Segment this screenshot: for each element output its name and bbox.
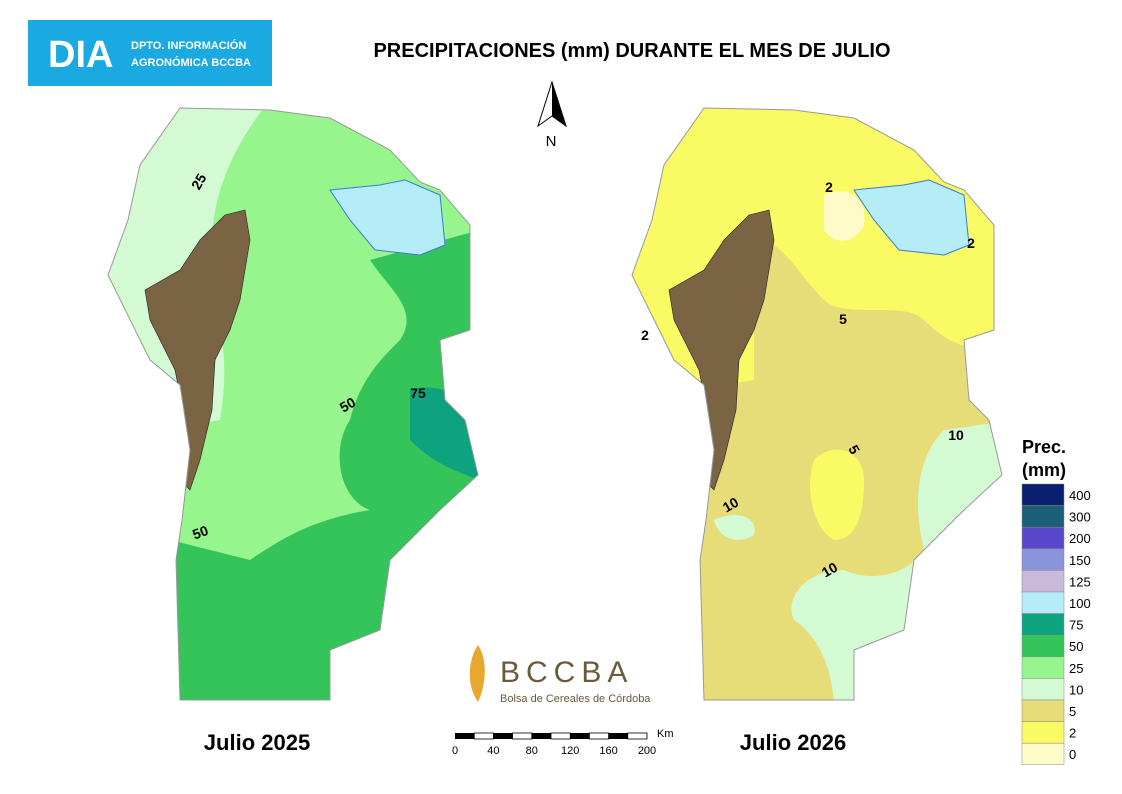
legend-label: 125 xyxy=(1069,574,1091,589)
legend-swatch xyxy=(1021,678,1065,701)
legend-swatch xyxy=(1021,505,1065,528)
contour-label: 5 xyxy=(839,311,847,327)
north-label: N xyxy=(546,133,557,150)
scale-tick-label: 200 xyxy=(638,745,656,757)
dia-logo-box xyxy=(28,20,272,86)
legend-swatch xyxy=(1021,656,1065,679)
department: AGRONÓMICA BCCBA xyxy=(131,56,251,69)
contour-label: 2 xyxy=(967,235,975,251)
legend-label: 5 xyxy=(1069,704,1076,719)
legend-swatch xyxy=(1021,483,1065,506)
legend-swatch xyxy=(1021,721,1065,744)
department: DPTO. INFORMACIÓN xyxy=(131,39,246,52)
contour-label: 50 xyxy=(190,522,210,542)
map-caption: Julio 2026 xyxy=(740,730,846,755)
legend-swatch xyxy=(1021,742,1065,766)
contour-label: 25 xyxy=(188,171,210,193)
legend-swatch xyxy=(1021,591,1065,614)
contour-label: 2 xyxy=(641,327,649,343)
logo-subtitle: Bolsa de Cereales de Córdoba xyxy=(500,693,651,705)
scale-segment xyxy=(531,733,551,739)
scale-segment xyxy=(493,733,513,739)
legend-label: 200 xyxy=(1069,531,1091,546)
legend-swatch xyxy=(1021,570,1065,593)
scale-segment xyxy=(512,732,533,740)
scale-segment xyxy=(455,733,475,739)
map-2025 xyxy=(107,107,479,701)
contour-label: 10 xyxy=(720,494,742,516)
legend-label: 10 xyxy=(1069,682,1083,697)
legend-title: (mm) xyxy=(1022,460,1066,480)
scale-bar: 0 40 80 120 160 200 xyxy=(452,732,656,757)
legend-label: 25 xyxy=(1069,661,1083,676)
legend-label: 0 xyxy=(1069,747,1076,762)
legend-label: 50 xyxy=(1069,639,1083,654)
legend: 400 300 200 150 125 100 75 50 25 10 5 2 0 xyxy=(1021,483,1091,766)
scale-segment xyxy=(550,732,571,740)
legend-label: 100 xyxy=(1069,596,1091,611)
scale-tick-label: 120 xyxy=(561,745,579,757)
scale-tick-label: 160 xyxy=(599,745,617,757)
scale-segment xyxy=(570,733,590,739)
legend-swatch xyxy=(1021,634,1065,658)
logo-name: BCCBA xyxy=(500,656,633,689)
legend-label: 2 xyxy=(1069,726,1076,741)
legend-label: 400 xyxy=(1069,488,1091,503)
legend-swatch xyxy=(1021,548,1065,571)
contour-label: 50 xyxy=(337,394,359,416)
scale-segment xyxy=(627,732,648,740)
scale-unit: Km xyxy=(657,728,674,740)
contour-label: 10 xyxy=(948,427,964,443)
dia-logo: DIA xyxy=(48,34,113,76)
scale-segment xyxy=(608,733,628,739)
map-2026 xyxy=(631,107,1003,701)
title: PRECIPITACIONES (mm) DURANTE EL MES DE J… xyxy=(373,40,890,62)
legend-label: 150 xyxy=(1069,553,1091,568)
scale-segment xyxy=(473,732,494,740)
contour-label: 2 xyxy=(825,179,833,195)
legend-swatch xyxy=(1021,699,1065,722)
map-caption: Julio 2025 xyxy=(204,730,310,755)
north-arrow-half xyxy=(552,82,566,126)
legend-label: 75 xyxy=(1069,618,1083,633)
wheat-logo xyxy=(469,645,485,702)
scale-tick-label: 40 xyxy=(487,745,499,757)
contour-label: 10 xyxy=(819,559,841,581)
legend-label: 300 xyxy=(1069,510,1091,525)
legend-title: Prec. xyxy=(1022,437,1066,457)
contour-label: 75 xyxy=(410,385,426,401)
scale-tick-label: 0 xyxy=(452,745,458,757)
legend-swatch xyxy=(1021,613,1065,636)
legend-swatch xyxy=(1021,526,1065,550)
scale-segment xyxy=(589,732,610,740)
scale-tick-label: 80 xyxy=(526,745,538,757)
